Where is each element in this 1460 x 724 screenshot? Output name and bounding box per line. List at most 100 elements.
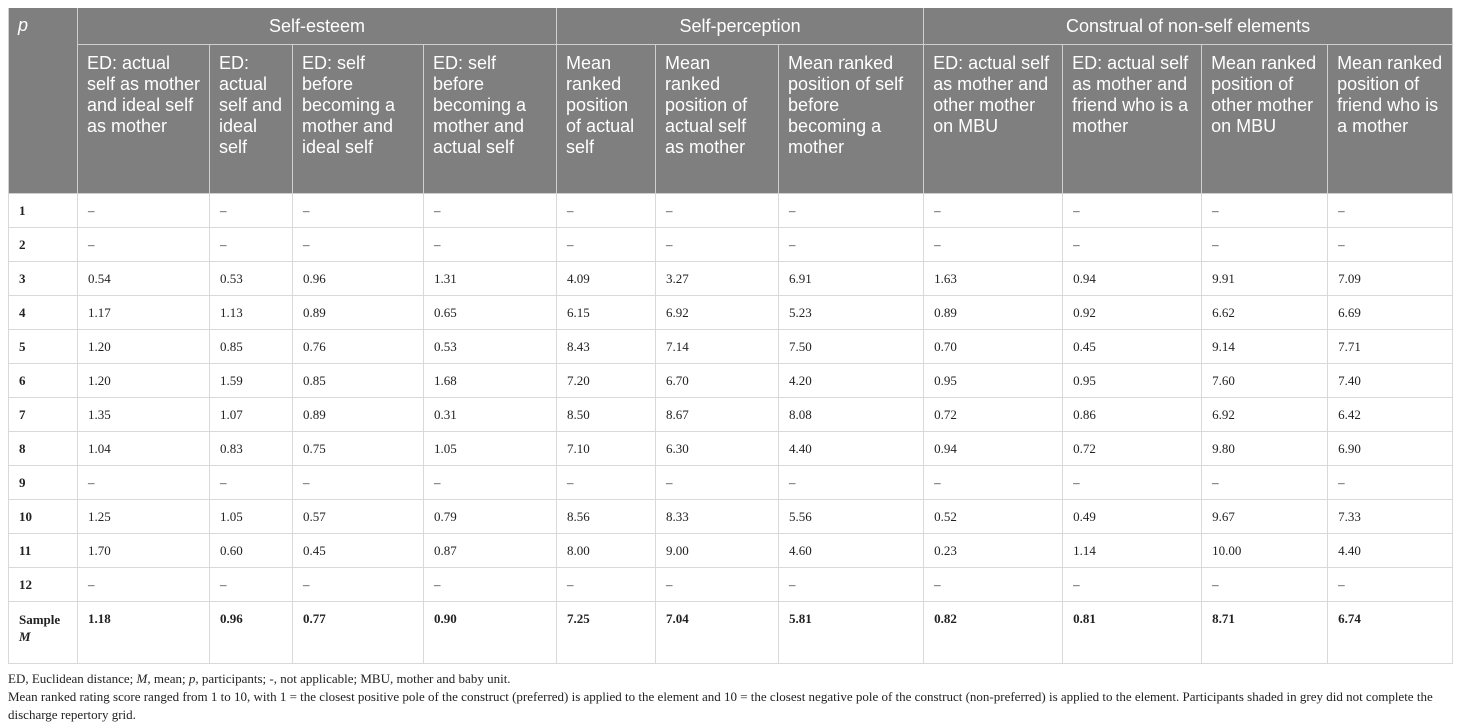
table-cell: – <box>655 567 780 602</box>
participant-column-header: p <box>8 8 78 194</box>
table-cell: – <box>556 227 657 262</box>
table-cell: 7.50 <box>778 329 925 364</box>
table-row: 1– – – – – – – – – – – <box>8 193 1454 228</box>
group-header-construal: Construal of non-self elements <box>923 8 1454 45</box>
table-cell: 9.80 <box>1201 431 1329 466</box>
table-cell: 0.60 <box>209 533 293 568</box>
table-cell: 6.92 <box>1201 397 1329 432</box>
table-cell: 8.08 <box>778 397 925 432</box>
column-header: ED: self before becoming a mother and id… <box>292 44 424 194</box>
table-cell: 1.13 <box>209 295 293 330</box>
table-row: 12– – – – – – – – – – – <box>8 567 1454 602</box>
column-header: ED: actual self and ideal self <box>209 44 293 194</box>
table-cell: – <box>1327 193 1454 228</box>
table-cell: 0.77 <box>292 601 424 664</box>
table-row: 9– – – – – – – – – – – <box>8 465 1454 500</box>
table-cell: 0.52 <box>923 499 1064 534</box>
table-cell: – <box>209 193 293 228</box>
table-cell: 8.71 <box>1201 601 1329 664</box>
table-cell: 0.85 <box>292 363 424 398</box>
participant-id: 12 <box>8 567 78 602</box>
table-cell: 0.81 <box>1062 601 1203 664</box>
table-cell: 6.69 <box>1327 295 1454 330</box>
participant-id: 6 <box>8 363 78 398</box>
table-cell: – <box>209 567 293 602</box>
table-cell: – <box>923 567 1064 602</box>
table-cell: 0.54 <box>77 261 210 296</box>
table-body: 1– – – – – – – – – – –2– – – – – – – – – – –3 0.54 0.53 0.96 1.3… <box>8 193 1454 664</box>
table-cell: – <box>422 227 558 262</box>
table-cell: 0.94 <box>1062 261 1203 296</box>
table-cell: 7.09 <box>1327 261 1454 296</box>
table-cell: 9.67 <box>1201 499 1329 534</box>
table-cell: 1.14 <box>1062 533 1203 568</box>
table-cell: 1.17 <box>77 295 210 330</box>
table-cell: 8.56 <box>556 499 657 534</box>
table-cell: 6.70 <box>655 363 780 398</box>
table-cell: 8.50 <box>556 397 657 432</box>
table-cell: 8.00 <box>556 533 657 568</box>
column-header: Mean ranked position of self before beco… <box>778 44 925 194</box>
column-header: ED: self before becoming a mother and ac… <box>422 44 558 194</box>
table-cell: – <box>1327 465 1454 500</box>
table-cell: 8.67 <box>655 397 780 432</box>
table-cell: 1.20 <box>77 329 210 364</box>
table-cell: 0.79 <box>422 499 558 534</box>
table-cell: 6.62 <box>1201 295 1329 330</box>
table-cell: 0.53 <box>422 329 558 364</box>
column-header: Mean ranked position of actual self as m… <box>655 44 780 194</box>
table-cell: 7.20 <box>556 363 657 398</box>
table-cell: 1.63 <box>923 261 1064 296</box>
table-cell: 4.20 <box>778 363 925 398</box>
table-cell: 4.40 <box>1327 533 1454 568</box>
table-cell: 6.15 <box>556 295 657 330</box>
table-row: 3 0.54 0.53 0.96 1.31 4.09 3.27 6.91 1.63 0.94 9.9… <box>8 261 1454 296</box>
sample-mean-label: Sample M <box>8 601 78 664</box>
table-row: 6 1.20 1.59 0.85 1.68 7.20 6.70 4.20 0.95 0.95 7.6… <box>8 363 1454 398</box>
table-cell: 0.89 <box>923 295 1064 330</box>
table-cell: 4.60 <box>778 533 925 568</box>
table-cell: 0.53 <box>209 261 293 296</box>
group-header-self-perception: Self-perception <box>556 8 925 45</box>
table-cell: 0.70 <box>923 329 1064 364</box>
table-cell: – <box>1062 465 1203 500</box>
sample-mean-word: Sample <box>19 612 61 627</box>
table-cell: 0.89 <box>292 295 424 330</box>
table-cell: 0.45 <box>1062 329 1203 364</box>
group-header-row: p Self-esteem Self-perception Construal … <box>8 8 1454 194</box>
table-cell: – <box>77 567 210 602</box>
column-header: ED: actual self as mother and ideal self… <box>77 44 210 194</box>
table-cell: 0.72 <box>923 397 1064 432</box>
table-cell: 0.31 <box>422 397 558 432</box>
table-row: 8 1.04 0.83 0.75 1.05 7.10 6.30 4.40 0.94 0.72 9.8… <box>8 431 1454 466</box>
table-cell: – <box>1062 193 1203 228</box>
table-cell: – <box>292 193 424 228</box>
table-cell: 7.14 <box>655 329 780 364</box>
table-cell: – <box>655 227 780 262</box>
table-cell: 0.94 <box>923 431 1064 466</box>
table-cell: 1.68 <box>422 363 558 398</box>
table-cell: 0.75 <box>292 431 424 466</box>
table-cell: 1.20 <box>77 363 210 398</box>
table-cell: – <box>655 465 780 500</box>
table-cell: – <box>923 193 1064 228</box>
table-cell: – <box>1327 567 1454 602</box>
table-cell: 8.33 <box>655 499 780 534</box>
table-cell: 0.95 <box>1062 363 1203 398</box>
table-row: 2– – – – – – – – – – – <box>8 227 1454 262</box>
table-cell: 8.43 <box>556 329 657 364</box>
column-header: ED: actual self as mother and other moth… <box>923 44 1064 194</box>
participant-id: 1 <box>8 193 78 228</box>
table-cell: 6.91 <box>778 261 925 296</box>
table-cell: – <box>556 465 657 500</box>
footnote-abbreviations: ED, Euclidean distance; M, mean; p, part… <box>8 671 511 686</box>
table-cell: 0.45 <box>292 533 424 568</box>
table-cell: – <box>292 227 424 262</box>
column-header: Mean ranked position of actual self <box>556 44 657 194</box>
table-cell: 0.96 <box>209 601 293 664</box>
table-cell: 0.86 <box>1062 397 1203 432</box>
table-cell: 0.65 <box>422 295 558 330</box>
table-row: 5 1.20 0.85 0.76 0.53 8.43 7.14 7.50 0.70 0.45 9.1… <box>8 329 1454 364</box>
table-cell: 5.81 <box>778 601 925 664</box>
table-cell: – <box>923 227 1064 262</box>
